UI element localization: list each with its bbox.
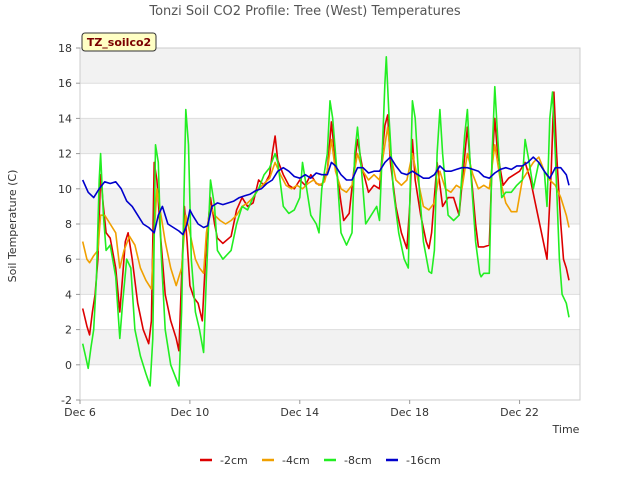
y-tick-label: 4 xyxy=(65,288,72,301)
x-tick-label: Dec 10 xyxy=(170,406,209,419)
chart-title: Tonzi Soil CO2 Profile: Tree (West) Temp… xyxy=(148,4,461,19)
dataset-badge-box xyxy=(81,32,157,52)
y-ticks: -2 0 2 4 6 8 10 12 14 16 18 xyxy=(58,42,80,407)
y-tick-label: 16 xyxy=(58,77,72,90)
x-axis-label: Time xyxy=(552,423,580,436)
y-tick-label: 8 xyxy=(65,218,72,231)
y-tick-label: -2 xyxy=(61,394,72,407)
y-tick-label: 18 xyxy=(58,42,72,55)
legend-label: -8cm xyxy=(344,454,372,467)
legend-item: -4cm xyxy=(262,454,310,467)
y-tick-label: 2 xyxy=(65,324,72,337)
x-tick-label: Dec 18 xyxy=(390,406,429,419)
legend-item: -16cm xyxy=(386,454,441,467)
legend: -2cm -4cm -8cm -16cm xyxy=(200,454,441,467)
y-tick-label: 12 xyxy=(58,148,72,161)
x-tick-label: Dec 14 xyxy=(280,406,319,419)
series-line-8cm xyxy=(81,55,570,387)
legend-item: -2cm xyxy=(200,454,248,467)
series-layer xyxy=(81,55,570,387)
x-ticks: Dec 6 Dec 10 Dec 14 Dec 18 Dec 22 xyxy=(64,400,539,419)
dataset-badge: TZ_soilco2 xyxy=(81,32,157,52)
plot-band xyxy=(80,188,580,224)
plot-band xyxy=(80,48,580,84)
legend-label: -2cm xyxy=(220,454,248,467)
x-tick-label: Dec 6 xyxy=(64,406,96,419)
series-line-16cm xyxy=(81,156,570,236)
y-tick-label: 14 xyxy=(58,112,72,125)
dataset-badge-label: TZ_soilco2 xyxy=(87,36,151,49)
legend-label: -4cm xyxy=(282,454,310,467)
x-tick-label: Dec 22 xyxy=(500,406,539,419)
plot-band xyxy=(80,259,580,295)
legend-item: -8cm xyxy=(324,454,372,467)
legend-label: -16cm xyxy=(406,454,441,467)
plot-band xyxy=(80,329,580,365)
y-tick-label: 0 xyxy=(65,359,72,372)
y-tick-label: 6 xyxy=(65,253,72,266)
y-axis-label: Soil Temperature (C) xyxy=(6,170,19,283)
y-tick-label: 10 xyxy=(58,183,72,196)
